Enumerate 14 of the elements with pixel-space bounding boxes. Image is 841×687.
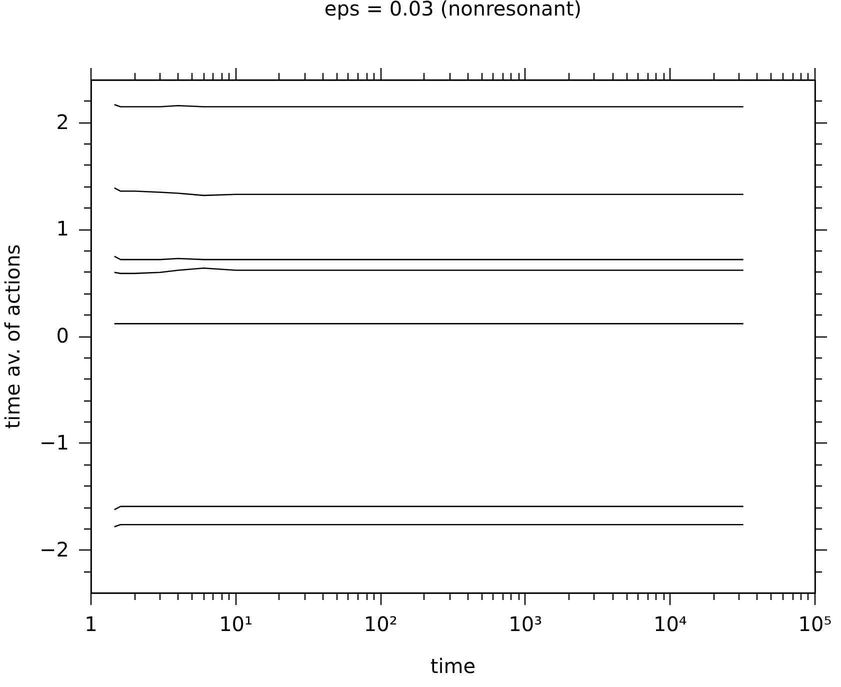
y-axis-title: time av. of actions bbox=[0, 244, 25, 429]
y-tick-label: 2 bbox=[56, 110, 69, 134]
y-tick-label: −1 bbox=[40, 430, 69, 454]
x-tick-label: 10³ bbox=[508, 612, 542, 636]
y-tick-label: 1 bbox=[56, 216, 69, 241]
y-tick-label: 0 bbox=[56, 324, 69, 348]
x-tick-label: 10⁵ bbox=[798, 612, 832, 636]
x-tick-label: 10² bbox=[364, 612, 398, 636]
y-tick-label: −2 bbox=[40, 537, 69, 562]
x-axis-title: time bbox=[430, 654, 476, 678]
chart-title: eps = 0.03 (nonresonant) bbox=[324, 0, 582, 20]
x-tick-label: 10¹ bbox=[219, 612, 253, 636]
x-tick-label: 1 bbox=[84, 612, 98, 636]
x-tick-label: 10⁴ bbox=[653, 612, 687, 636]
